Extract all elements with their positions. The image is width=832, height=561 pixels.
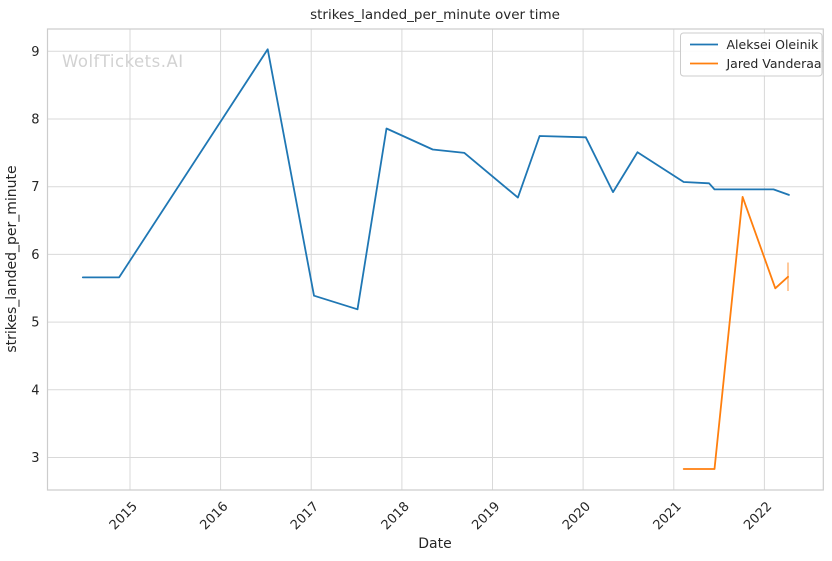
x-tick-label: 2019: [469, 499, 503, 533]
x-tick-label: 2022: [741, 499, 775, 533]
legend-label-jared-vanderaa: Jared Vanderaa: [726, 56, 822, 71]
grid-layer: [47, 29, 824, 490]
x-tick-label: 2020: [560, 499, 594, 533]
x-axis-label: Date: [418, 536, 451, 552]
series-line-aleksei-oleinik: [81, 48, 790, 311]
series-line-jared-vanderaa: [682, 195, 789, 470]
legend-label-aleksei-oleinik: Aleksei Oleinik: [727, 37, 819, 52]
legend: Aleksei Oleinik Jared Vanderaa: [680, 32, 823, 77]
x-tick-label: 2018: [379, 499, 413, 533]
watermark: WolfTickets.AI: [62, 52, 184, 71]
tick-layer: 2015 2016 2017 2018 2019 2020 2021 2022 3 4 5 6 7 8 9: [31, 45, 775, 533]
y-tick-label: 4: [31, 383, 39, 398]
y-tick-label: 6: [31, 248, 39, 263]
y-axis-label: strikes_landed_per_minute: [4, 165, 20, 352]
plot-border: [46, 28, 824, 491]
series-layer: [81, 48, 790, 470]
x-tick-label: 2021: [651, 499, 685, 533]
y-tick-label: 9: [31, 45, 39, 60]
y-tick-label: 8: [31, 113, 39, 128]
y-tick-label: 5: [31, 316, 39, 331]
x-tick-label: 2016: [197, 499, 231, 533]
chart-title: strikes_landed_per_minute over time: [310, 7, 560, 23]
y-tick-label: 7: [31, 180, 39, 195]
y-tick-label: 3: [31, 451, 39, 466]
x-tick-label: 2017: [288, 499, 322, 533]
x-tick-label: 2015: [107, 499, 141, 533]
